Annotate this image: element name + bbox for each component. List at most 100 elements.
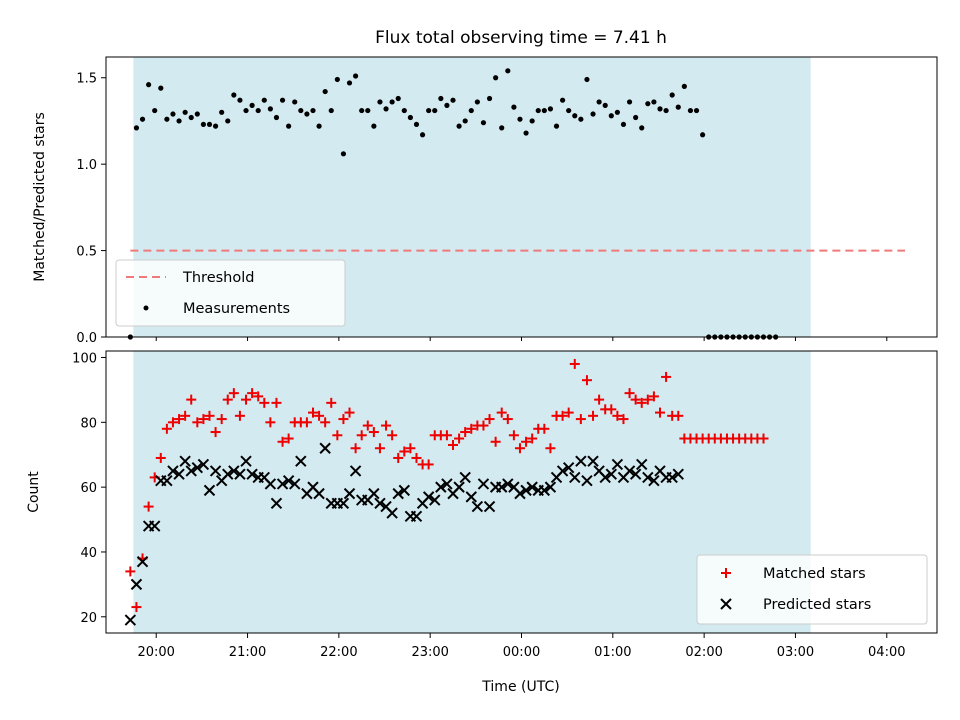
measurement-point (139, 116, 146, 122)
matched-star-point (399, 446, 410, 457)
x-tick-label: 23:00 (411, 645, 448, 660)
measurement-point (444, 102, 450, 108)
y-tick-label: 80 (80, 416, 97, 431)
measurement-point (596, 99, 602, 105)
x-tick-label: 03:00 (777, 645, 814, 660)
matched-star-point (192, 417, 203, 428)
predicted-star-point (130, 578, 143, 591)
predicted-star-point (337, 497, 350, 510)
matched-star-point (216, 414, 227, 425)
predicted-star-point (398, 484, 411, 497)
measurement-point (620, 121, 627, 128)
top-y-axis-label: Matched/Predicted stars (32, 112, 48, 282)
y-tick-label: 100 (72, 351, 97, 366)
measurement-point (480, 120, 487, 126)
measurement-point (486, 95, 493, 102)
matched-star-point (374, 443, 385, 454)
predicted-stars-series (124, 442, 684, 626)
measurement-point (182, 109, 188, 115)
measurement-point (359, 107, 365, 114)
top-panel: 0.0 0.5 1.0 1.5 Matched/Predicted stars Thr… (32, 56, 938, 346)
predicted-star-point (562, 461, 575, 474)
y-tick-label: 1.0 (76, 158, 97, 173)
measurement-point (675, 104, 681, 110)
matched-star-point (588, 410, 599, 421)
measurement-point (499, 125, 505, 131)
measurement-point (541, 107, 547, 114)
measurement-point (353, 73, 359, 79)
predicted-star-point (471, 500, 484, 513)
matched-star-point (618, 414, 629, 425)
measurement-point (292, 99, 298, 105)
measurement-point (523, 130, 529, 136)
legend-predicted-label: Predicted stars (763, 597, 871, 613)
matched-star-point (539, 423, 550, 434)
predicted-star-point (429, 494, 441, 506)
bottom-y-axis: 20 40 60 80 100 (72, 351, 106, 626)
predicted-star-point (276, 478, 289, 490)
measurement-point (194, 111, 200, 117)
measurement-point (681, 83, 687, 89)
measurement-point (310, 107, 316, 114)
measurement-point (590, 111, 596, 117)
measurement-point (377, 99, 383, 105)
measurement-point (413, 121, 420, 128)
predicted-star-point (435, 481, 447, 493)
predicted-star-point (270, 497, 283, 510)
predicted-star-point (629, 468, 642, 480)
measurement-point (371, 123, 377, 129)
measurement-point (687, 107, 694, 114)
matched-star-point (594, 394, 605, 405)
predicted-star-point (575, 455, 587, 467)
measurement-point (237, 97, 243, 103)
matched-star-point (326, 397, 337, 408)
matched-star-point (496, 407, 507, 418)
predicted-star-point (569, 471, 581, 484)
matched-star-point (271, 397, 282, 408)
predicted-star-point (581, 474, 593, 487)
measurement-point (438, 95, 444, 102)
predicted-star-point (374, 497, 386, 510)
predicted-star-point (666, 471, 678, 484)
bottom-panel: 20 40 60 80 100 20:00 21:00 22:00 23:00 00:00 01:… (26, 350, 938, 695)
matched-star-point (344, 407, 355, 418)
measurement-point (328, 107, 334, 114)
measurement-point (517, 116, 523, 122)
predicted-star-point (289, 478, 301, 490)
matched-star-point (563, 407, 574, 418)
matched-star-point (381, 420, 392, 431)
matched-star-point (478, 420, 489, 431)
matched-star-point (642, 394, 653, 405)
measurement-point (626, 99, 633, 105)
measurement-point (152, 107, 158, 114)
measurement-point (493, 75, 499, 81)
predicted-star-point (410, 510, 423, 523)
predicted-star-point (148, 520, 161, 532)
x-tick-label: 04:00 (868, 645, 905, 660)
measurement-point (559, 97, 566, 103)
measurement-point (164, 116, 170, 122)
predicted-star-point (605, 468, 618, 480)
measurement-point (158, 85, 164, 91)
legend-threshold-label: Threshold (182, 270, 254, 286)
measurement-point (639, 125, 645, 131)
measurement-point (572, 113, 578, 119)
matched-star-point (247, 388, 258, 399)
matched-star-point (466, 423, 477, 434)
matched-star-point (204, 410, 215, 421)
measurement-point (188, 114, 194, 121)
predicted-star-point (392, 487, 404, 500)
matched-star-point (143, 501, 154, 512)
predicted-star-point (295, 455, 307, 467)
legend-matched-label: Matched stars (763, 566, 866, 582)
matched-star-point (661, 371, 672, 382)
matched-star-point (405, 443, 416, 454)
legend-measurements-swatch (143, 305, 149, 311)
measurement-point (395, 95, 401, 102)
measurement-point (298, 107, 304, 114)
measurement-point (219, 109, 225, 115)
measurement-point (645, 101, 651, 107)
measurement-point (633, 114, 639, 121)
legend-predicted-swatch (720, 598, 732, 610)
